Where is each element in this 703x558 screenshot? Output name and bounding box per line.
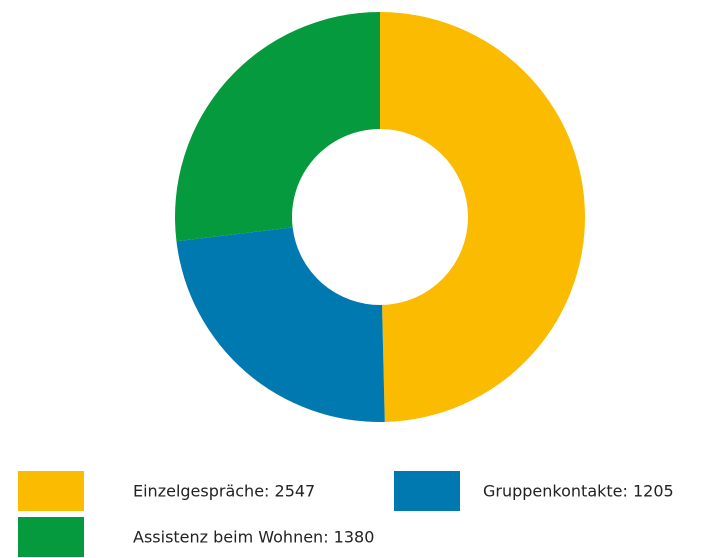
legend-swatch — [18, 471, 84, 511]
legend-label: Assistenz beim Wohnen: 1380 — [133, 528, 374, 547]
donut-slice — [175, 12, 380, 242]
legend-label: Gruppenkontakte: 1205 — [483, 482, 674, 501]
legend-swatch — [394, 471, 460, 511]
donut-slice — [176, 227, 385, 422]
legend-label: Einzelgespräche: 2547 — [133, 482, 315, 501]
legend-swatch — [18, 517, 84, 557]
donut-slice — [380, 12, 586, 422]
